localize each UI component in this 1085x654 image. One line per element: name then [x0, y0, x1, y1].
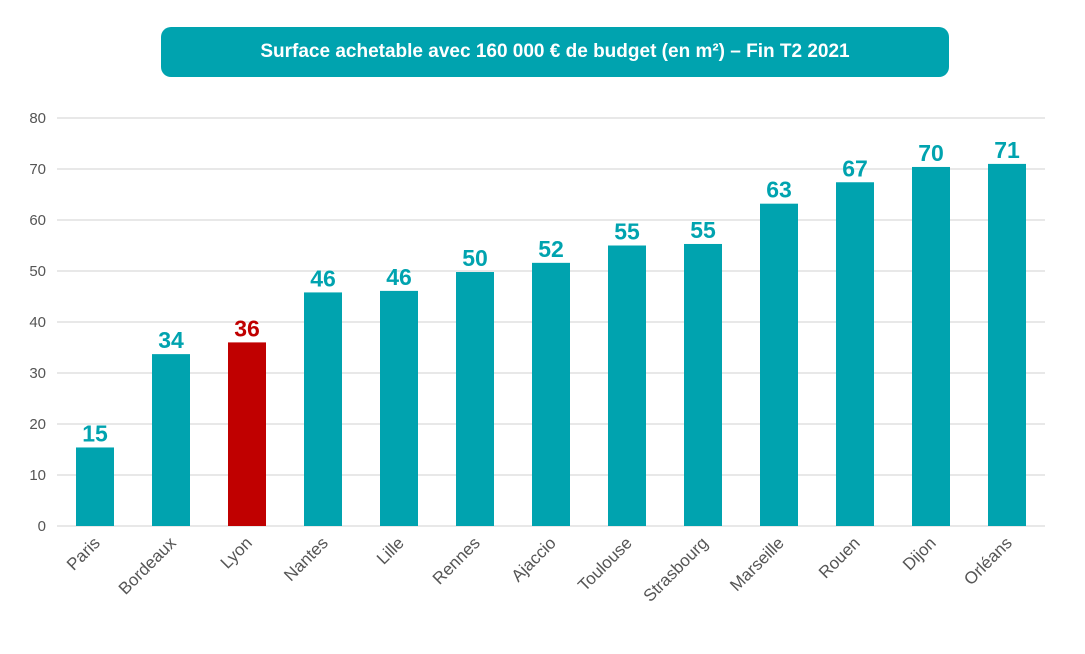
category-label: Rouen	[815, 533, 864, 582]
category-label: Orléans	[960, 533, 1016, 589]
data-label: 70	[918, 140, 944, 166]
bar	[608, 245, 646, 526]
data-label: 36	[234, 315, 260, 341]
category-label: Toulouse	[574, 533, 636, 595]
bar	[228, 342, 266, 526]
bar	[532, 262, 570, 526]
data-label: 50	[462, 245, 488, 271]
y-axis-ticks: 0 10 20 30 40 50 60 70 80	[29, 110, 46, 535]
data-label: 55	[690, 217, 716, 243]
data-label: 63	[766, 177, 792, 203]
category-label: Lille	[373, 533, 408, 568]
bar	[760, 203, 798, 526]
y-tick-label: 20	[29, 416, 46, 433]
bar	[684, 243, 722, 526]
category-label: Dijon	[899, 533, 940, 574]
category-label: Lyon	[217, 533, 256, 572]
category-label: Rennes	[429, 533, 484, 588]
data-label: 71	[994, 137, 1020, 163]
bar	[912, 166, 950, 526]
y-tick-label: 70	[29, 161, 46, 178]
y-tick-label: 30	[29, 365, 46, 382]
bar	[380, 290, 418, 526]
y-tick-label: 40	[29, 314, 46, 331]
bar	[304, 292, 342, 526]
data-labels: 15 34 36 46 46 50 52 55 55 63 67 70 71	[82, 137, 1020, 447]
y-tick-label: 80	[29, 110, 46, 127]
category-label: Nantes	[280, 533, 332, 585]
category-label: Paris	[63, 533, 104, 574]
category-label: Bordeaux	[115, 533, 180, 598]
category-label: Ajaccio	[508, 533, 560, 585]
data-label: 52	[538, 236, 564, 262]
y-tick-label: 50	[29, 263, 46, 280]
bar	[836, 182, 874, 526]
y-tick-label: 0	[38, 518, 46, 535]
bar	[152, 354, 190, 526]
data-label: 34	[158, 327, 184, 353]
data-label: 46	[310, 265, 336, 291]
bar	[76, 447, 114, 526]
category-label: Strasbourg	[640, 533, 712, 605]
chart-title: Surface achetable avec 160 000 € de budg…	[161, 27, 949, 77]
bars	[76, 163, 1026, 526]
category-labels: Paris Bordeaux Lyon Nantes Lille Rennes Ajacci…	[63, 533, 1016, 606]
data-label: 67	[842, 155, 868, 181]
bar	[988, 163, 1026, 526]
data-label: 55	[614, 219, 640, 245]
bar	[456, 272, 494, 526]
data-label: 46	[386, 264, 412, 290]
category-label: Marseille	[726, 533, 788, 595]
y-tick-label: 60	[29, 212, 46, 229]
data-label: 15	[82, 420, 108, 446]
y-tick-label: 10	[29, 467, 46, 484]
